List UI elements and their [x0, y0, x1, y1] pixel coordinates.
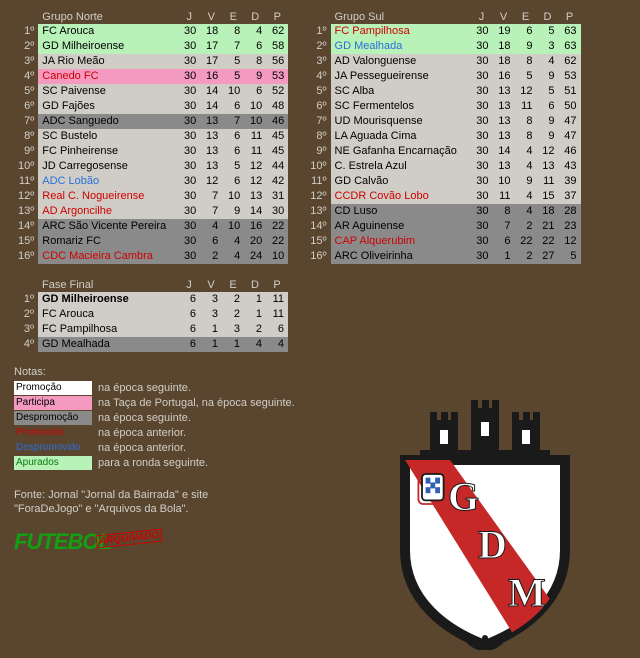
- table-row: 6ºGD Fajões301461048: [14, 99, 288, 114]
- svg-text:M: M: [508, 570, 546, 615]
- note-text: na época anterior.: [98, 427, 186, 439]
- table-row: 1ºFC Arouca30188462: [14, 24, 288, 39]
- notes-title: Notas:: [14, 366, 626, 378]
- table-row: 7ºUD Mourisquense30138947: [306, 114, 580, 129]
- table-row: 14ºARC São Vicente Pereira304101622: [14, 219, 288, 234]
- table-row: 10ºJD Carregosense301351244: [14, 159, 288, 174]
- table-row: 7ºADC Sanguedo301371046: [14, 114, 288, 129]
- grupo-norte-table: Grupo NorteJVEDP 1ºFC Arouca301884622ºGD…: [14, 10, 288, 264]
- norte-body: 1ºFC Arouca301884622ºGD Milheiroense3017…: [14, 24, 288, 264]
- table-row: 8ºSC Bustelo301361145: [14, 129, 288, 144]
- table-row: 4ºJA Pessegueirense30165953: [306, 69, 580, 84]
- note-text: na época seguinte.: [98, 412, 191, 424]
- table-row: 16ºARC Oliveirinha3012275: [306, 249, 580, 264]
- final-body: 1ºGD Milheiroense6321112ºFC Arouca632111…: [14, 292, 288, 352]
- note-swatch: Promoção: [14, 381, 92, 395]
- table-row: 8ºLA Aguada Cima30138947: [306, 129, 580, 144]
- table-row: 3ºJA Rio Meão30175856: [14, 54, 288, 69]
- note-swatch: Promovido: [14, 426, 92, 440]
- table-row: 1ºGD Milheiroense632111: [14, 292, 288, 307]
- note-swatch: Despromoção: [14, 411, 92, 425]
- table-row: 4ºCanedo FC30165953: [14, 69, 288, 84]
- table-row: 1ºFC Pampilhosa30196563: [306, 24, 580, 39]
- table-row: 12ºCCDR Covão Lobo301141537: [306, 189, 580, 204]
- note-text: para a ronda seguinte.: [98, 457, 208, 469]
- table-row: 13ºAD Argoncilhe30791430: [14, 204, 288, 219]
- note-swatch: Despromovido: [14, 441, 92, 455]
- note-text: na Taça de Portugal, na época seguinte.: [98, 397, 295, 409]
- svg-text:D: D: [478, 522, 507, 567]
- grupo-sul-table: Grupo SulJVEDP 1ºFC Pampilhosa301965632º…: [306, 10, 580, 264]
- table-row: 13ºCD Luso30841828: [306, 204, 580, 219]
- table-row: 2ºFC Arouca632111: [14, 307, 288, 322]
- table-row: 4ºGD Mealhada61144: [14, 337, 288, 352]
- sul-body: 1ºFC Pampilhosa301965632ºGD Mealhada3018…: [306, 24, 580, 264]
- svg-text:G: G: [448, 474, 479, 519]
- note-swatch: Participa: [14, 396, 92, 410]
- table-row: 2ºGD Mealhada30189363: [306, 39, 580, 54]
- norte-head: Grupo NorteJVEDP: [14, 10, 288, 24]
- note-text: na época seguinte.: [98, 382, 191, 394]
- table-row: 14ºAR Aguinense30722123: [306, 219, 580, 234]
- table-row: 10ºC. Estrela Azul301341343: [306, 159, 580, 174]
- table-row: 15ºCAP Alquerubim306222212: [306, 234, 580, 249]
- table-row: 6ºSC Fermentelos301311650: [306, 99, 580, 114]
- note-text: na época anterior.: [98, 442, 186, 454]
- fase-final-table: Fase FinalJVEDP 1ºGD Milheiroense6321112…: [14, 278, 288, 352]
- table-row: 9ºFC Pinheirense301361145: [14, 144, 288, 159]
- table-row: 3ºAD Valonguense30188462: [306, 54, 580, 69]
- table-row: 12ºReal C. Nogueirense307101331: [14, 189, 288, 204]
- final-head: Fase FinalJVEDP: [14, 278, 288, 292]
- table-row: 2ºGD Milheiroense30177658: [14, 39, 288, 54]
- table-row: 5ºSC Alba301312551: [306, 84, 580, 99]
- sul-head: Grupo SulJVEDP: [306, 10, 580, 24]
- gdm-crest: G D M: [370, 390, 600, 650]
- table-row: 15ºRomariz FC30642022: [14, 234, 288, 249]
- table-row: 11ºADC Lobão301261242: [14, 174, 288, 189]
- table-row: 16ºCDC Macieira Cambra30242410: [14, 249, 288, 264]
- table-row: 11ºGD Calvão301091139: [306, 174, 580, 189]
- table-row: 3ºFC Pampilhosa61326: [14, 322, 288, 337]
- table-row: 5ºSC Paivense301410652: [14, 84, 288, 99]
- note-swatch: Apurados: [14, 456, 92, 470]
- table-row: 9ºNE Gafanha Encarnação301441246: [306, 144, 580, 159]
